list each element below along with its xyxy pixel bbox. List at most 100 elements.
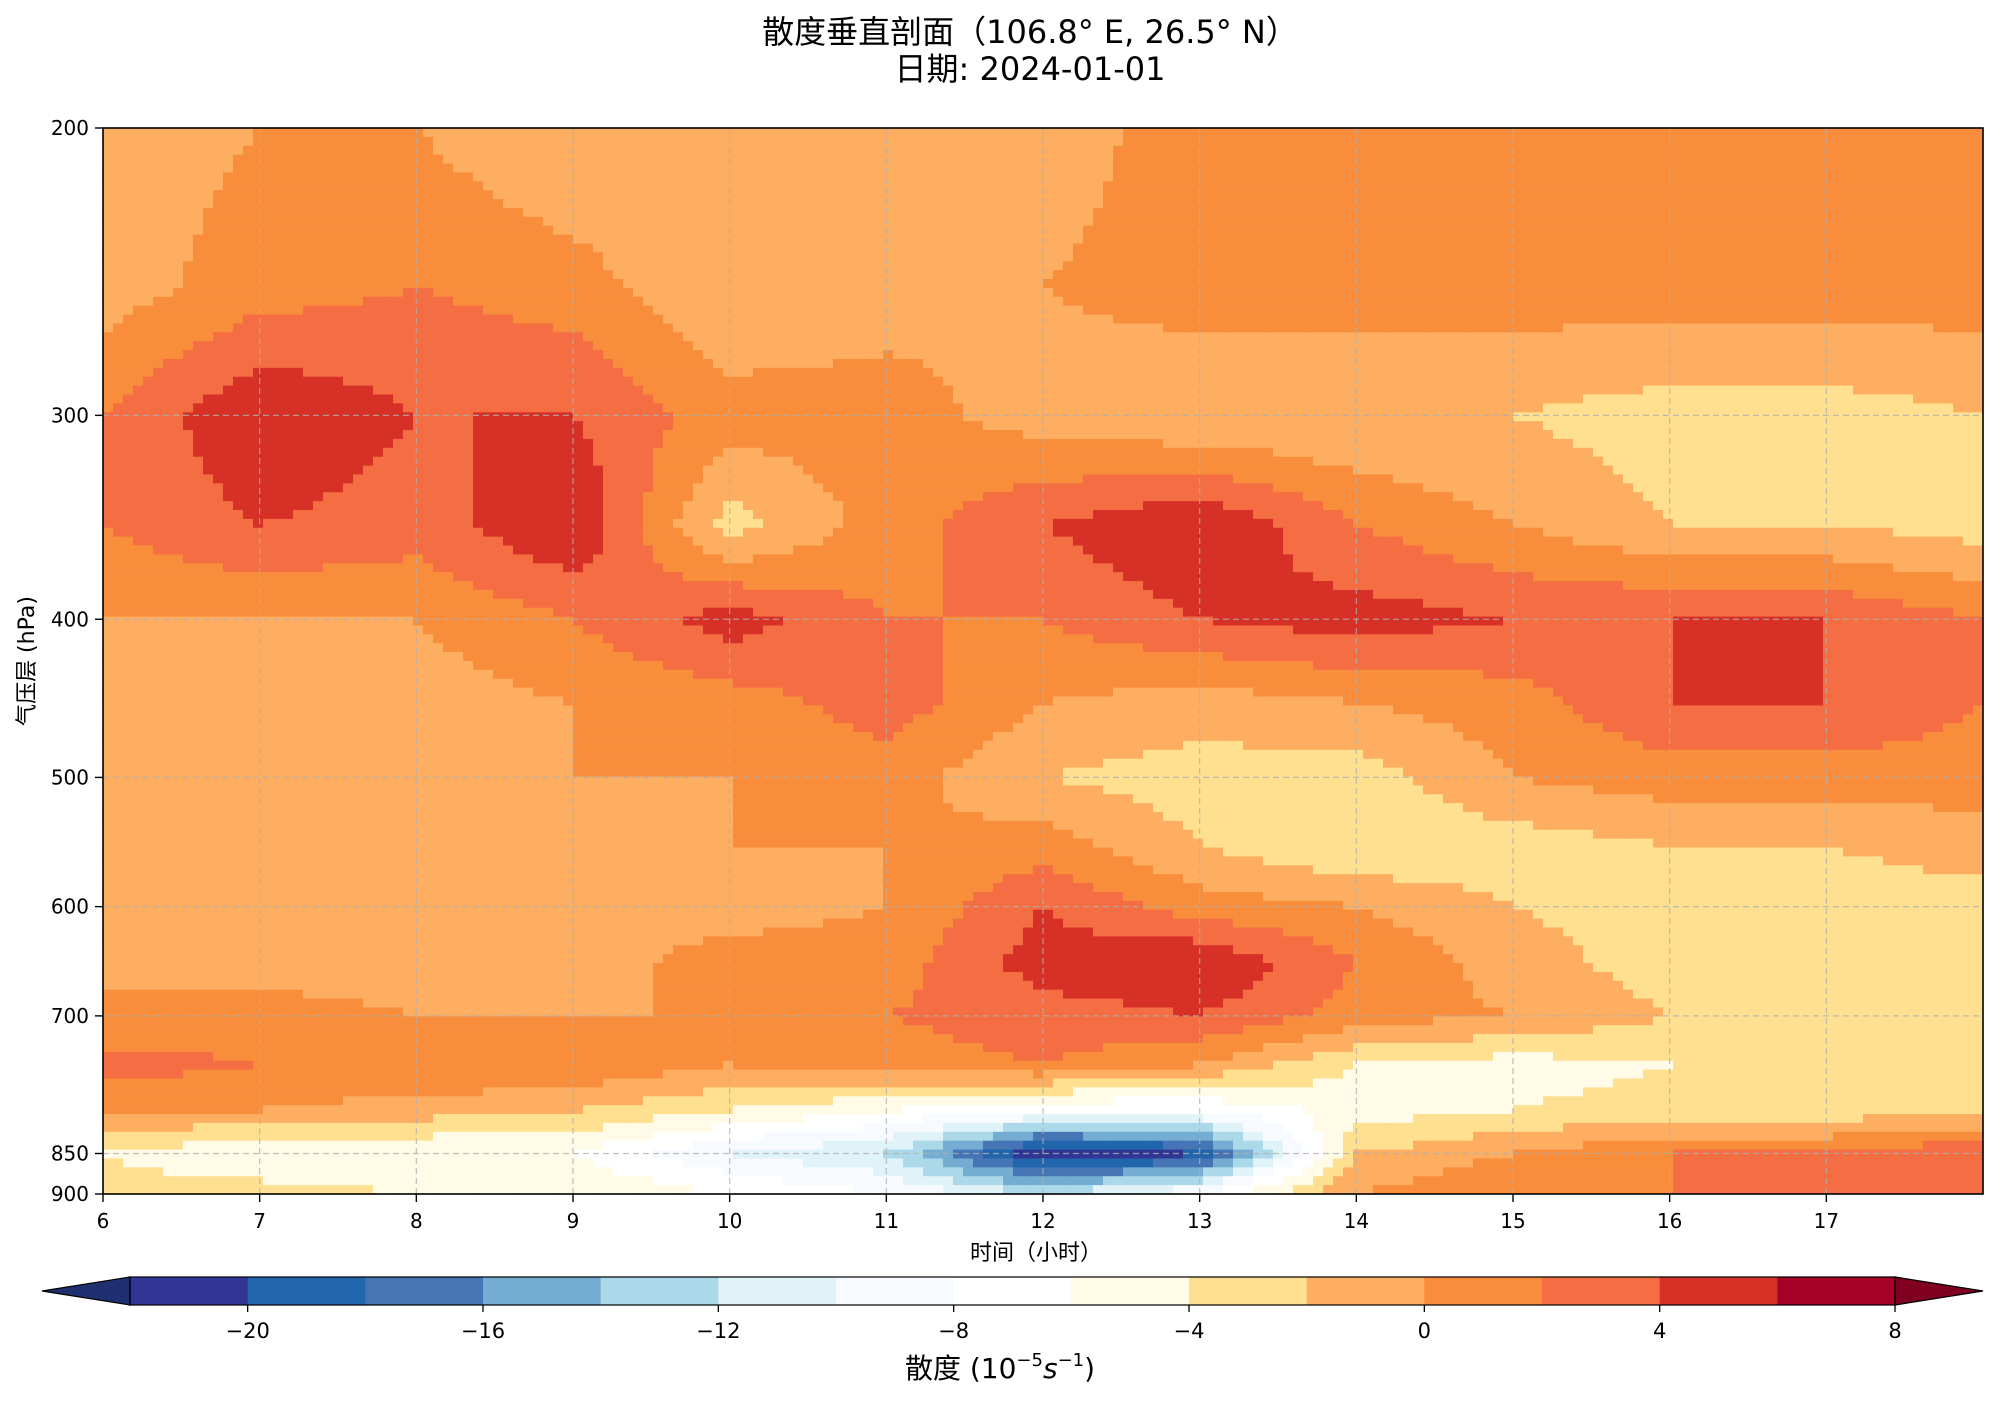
contour-cell [1773,145,1784,156]
contour-cell [1783,261,1794,271]
contour-cell [473,243,484,253]
contour-cell [383,323,394,333]
contour-cell [393,128,404,138]
contour-cell [1773,252,1784,262]
contour-cell [1003,145,1014,156]
contour-cell [603,279,614,289]
contour-cell [943,305,954,316]
contour-cell [1123,145,1134,156]
contour-cell [823,145,834,156]
contour-cell [1253,216,1264,227]
contour-cell [1143,216,1154,227]
contour-cell [953,163,964,174]
contour-cell [123,287,134,298]
contour-cell [523,279,534,289]
contour-cell [1593,279,1604,289]
contour-cell [1773,216,1784,227]
contour-cell [913,234,924,245]
contour-cell [1333,145,1344,156]
contour-cell [143,154,154,165]
contour-cell [1713,279,1724,289]
contour-cell [1523,163,1534,174]
contour-cell [1613,261,1624,271]
contour-cell [393,145,404,156]
contour-cell [433,207,444,218]
contour-cell [633,225,644,236]
contour-cell [1713,305,1724,316]
contour-cell [873,136,884,147]
contour-cell [733,172,744,182]
contour-cell [183,207,194,218]
contour-cell [313,305,324,316]
contour-cell [1553,261,1564,271]
contour-cell [1513,154,1524,165]
contour-cell [823,225,834,236]
contour-cell [1693,154,1704,165]
contour-cell [733,279,744,289]
contour-cell [1193,350,1204,360]
contour-cell [1683,154,1694,165]
contour-cell [893,136,904,147]
contour-cell [1893,287,1904,298]
contour-cell [1783,350,1794,360]
contour-cell [723,279,734,289]
contour-cell [323,136,334,147]
contour-cell [1083,350,1094,360]
contour-cell [1783,252,1794,262]
contour-cell [1333,234,1344,245]
contour-cell [1383,181,1394,191]
contour-cell [1923,128,1934,138]
contour-cell [1403,181,1414,191]
contour-cell [963,305,974,316]
contour-cell [1073,199,1084,209]
contour-cell [1323,305,1334,316]
contour-cell [473,341,484,351]
contour-cell [1223,341,1234,351]
contour-cell [1303,296,1314,307]
contour-cell [1353,323,1364,333]
contour-cell [873,261,884,271]
contour-cell [873,225,884,236]
contour-cell [763,287,774,298]
contour-cell [673,207,684,218]
contour-cell [533,154,544,165]
contour-cell [1083,358,1094,369]
contour-cell [1863,305,1874,316]
contour-cell [1153,305,1164,316]
contour-cell [213,279,224,289]
contour-cell [513,207,524,218]
contour-cell [1923,270,1934,280]
contour-cell [453,350,464,360]
contour-cell [1573,270,1584,280]
contour-cell [423,323,434,333]
contour-cell [633,234,644,245]
contour-cell [1663,199,1674,209]
contour-cell [1103,270,1114,280]
contour-cell [1063,190,1074,200]
contour-cell [1473,136,1484,147]
contour-cell [403,234,414,245]
contour-cell [253,323,264,333]
contour-cell [1913,305,1924,316]
contour-cell [233,341,244,351]
contour-cell [243,296,254,307]
contour-cell [733,296,744,307]
contour-cell [1623,190,1634,200]
contour-cell [1673,341,1684,351]
contour-cell [1333,128,1344,138]
contour-cell [1013,136,1024,147]
contour-cell [803,270,814,280]
contour-cell [673,216,684,227]
contour-cell [723,341,734,351]
contour-cell [833,279,844,289]
contour-cell [1903,332,1914,342]
contour-cell [883,181,894,191]
contour-cell [1313,261,1324,271]
contour-cell [1933,216,1944,227]
contour-cell [583,261,594,271]
contour-cell [193,296,204,307]
contour-cell [663,225,674,236]
contour-cell [813,181,824,191]
contour-cell [1753,243,1764,253]
contour-cell [133,145,144,156]
